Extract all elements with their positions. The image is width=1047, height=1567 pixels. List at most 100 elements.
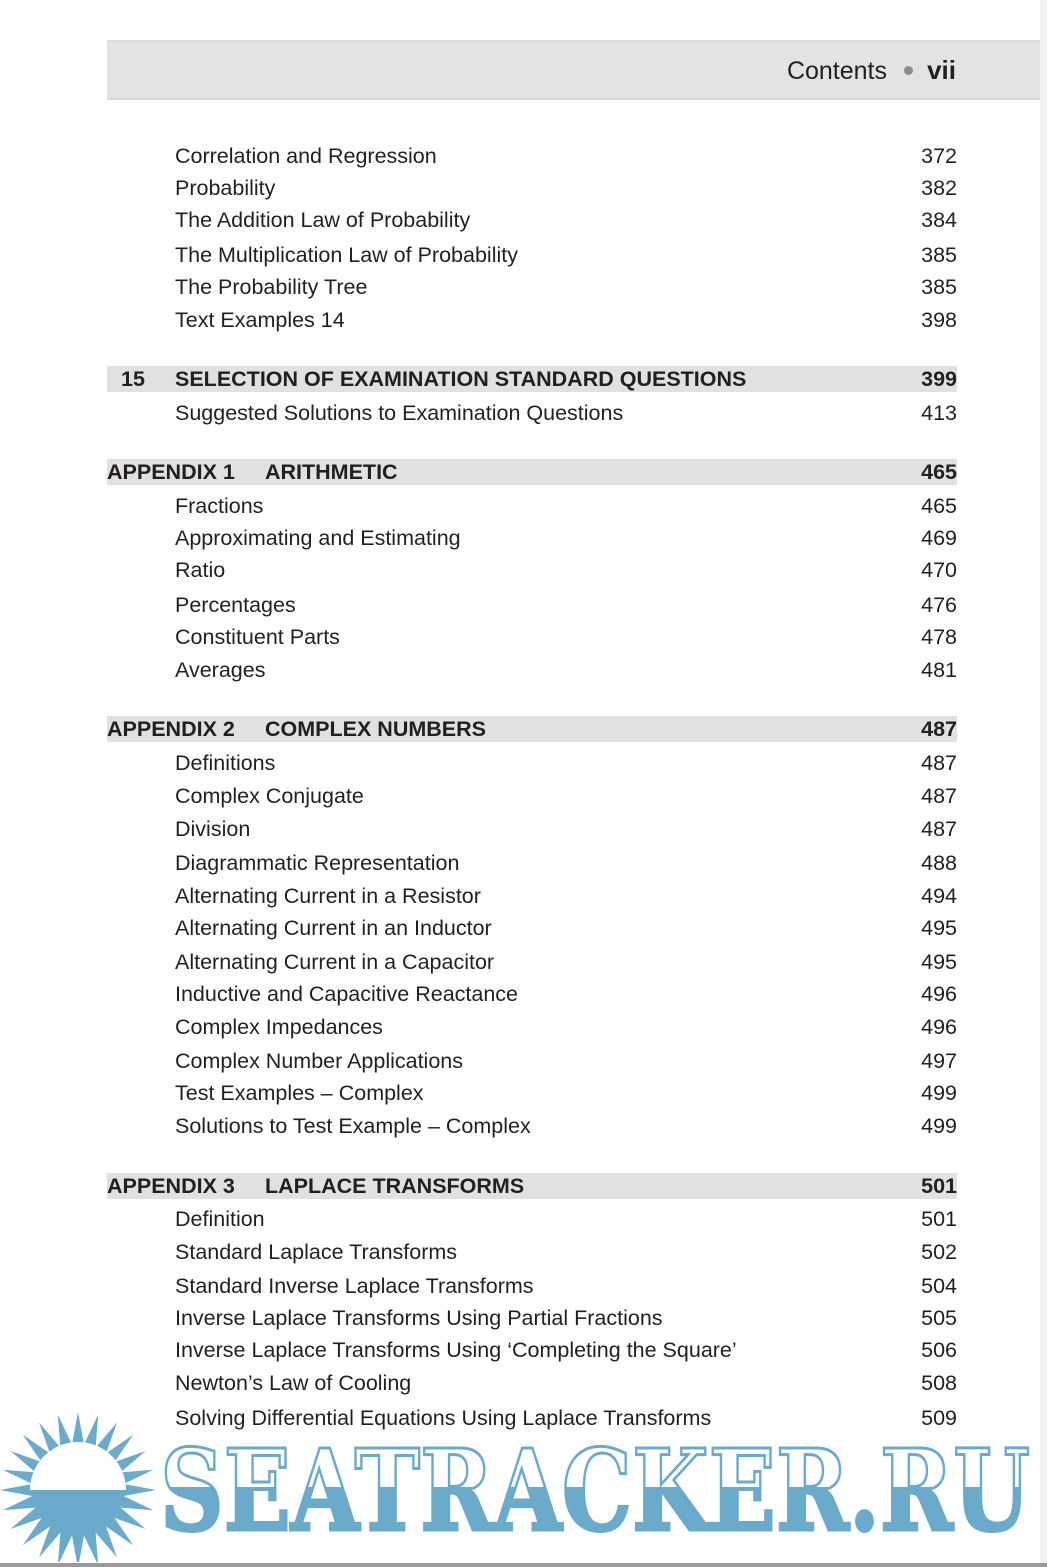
page-number: 501 <box>921 1207 957 1231</box>
appendix-heading: APPENDIX 1 ARITHMETIC 465 <box>107 459 957 485</box>
entry-title: Definition <box>175 1207 265 1231</box>
page-number: 496 <box>921 982 957 1006</box>
bullet-icon <box>904 66 913 75</box>
entry-title: Solutions to Test Example – Complex <box>175 1114 531 1138</box>
page-number: 497 <box>921 1049 957 1073</box>
entry-title: Complex Number Applications <box>175 1049 463 1073</box>
page-number: 382 <box>921 176 957 200</box>
entry-title: Approximating and Estimating <box>175 526 461 550</box>
entry-title: Fractions <box>175 494 264 518</box>
page-number: 385 <box>921 275 957 299</box>
entry-title: Definitions <box>175 751 276 775</box>
watermark-logo: SEATRACKER.RU <box>0 1412 1032 1562</box>
page-number: 465 <box>921 494 957 518</box>
toc-entry: Inverse Laplace Transforms Using Partial… <box>107 1303 957 1333</box>
toc-entry: Inverse Laplace Transforms Using ‘Comple… <box>107 1335 957 1365</box>
toc-entry: The Probability Tree 385 <box>107 272 957 302</box>
page-number: 399 <box>921 367 957 391</box>
toc-entry: Definition 501 <box>107 1204 957 1234</box>
toc-entry: Complex Conjugate 487 <box>107 781 957 811</box>
toc-entry: Alternating Current in a Capacitor 495 <box>107 947 957 977</box>
page-number: 508 <box>921 1371 957 1395</box>
toc-entry: Suggested Solutions to Examination Quest… <box>107 398 957 428</box>
page-number: 413 <box>921 401 957 425</box>
page-number: 487 <box>921 817 957 841</box>
toc-entry: Text Examples 14 398 <box>107 305 957 335</box>
toc-entry: Averages 481 <box>107 655 957 685</box>
toc-entry: The Addition Law of Probability 384 <box>107 205 957 235</box>
appendix-title: LAPLACE TRANSFORMS <box>265 1174 525 1198</box>
page-number: 465 <box>921 460 957 484</box>
chapter-number: 15 <box>121 367 145 391</box>
toc-entry: Newton’s Law of Cooling 508 <box>107 1368 957 1398</box>
page-number: 469 <box>921 526 957 550</box>
toc-entry: Approximating and Estimating 469 <box>107 523 957 553</box>
sun-icon <box>0 1412 156 1562</box>
entry-title: Division <box>175 817 251 841</box>
entry-title: Alternating Current in a Resistor <box>175 884 481 908</box>
header-page-number: vii <box>927 55 956 85</box>
entry-title: Suggested Solutions to Examination Quest… <box>175 401 624 425</box>
entry-title: Constituent Parts <box>175 625 340 649</box>
page-number: 487 <box>921 717 957 741</box>
appendix-label: APPENDIX 2 <box>107 717 235 741</box>
toc-entry: Test Examples – Complex 499 <box>107 1078 957 1108</box>
page-number: 398 <box>921 308 957 332</box>
page-number: 501 <box>921 1174 957 1198</box>
appendix-heading: APPENDIX 3 LAPLACE TRANSFORMS 501 <box>107 1173 957 1199</box>
toc-entry: Correlation and Regression 372 <box>107 141 957 171</box>
entry-title: Text Examples 14 <box>175 308 345 332</box>
entry-title: Ratio <box>175 558 226 582</box>
entry-title: The Multiplication Law of Probability <box>175 243 518 267</box>
page-number: 505 <box>921 1306 957 1330</box>
page-number: 384 <box>921 208 957 232</box>
page-number: 470 <box>921 558 957 582</box>
toc-entry: Percentages 476 <box>107 590 957 620</box>
chapter-title: SELECTION OF EXAMINATION STANDARD QUESTI… <box>175 367 747 391</box>
page-number: 495 <box>921 916 957 940</box>
toc-entry: The Multiplication Law of Probability 385 <box>107 240 957 270</box>
toc-entry: Fractions 465 <box>107 491 957 521</box>
page-number: 487 <box>921 784 957 808</box>
toc-entry: Diagrammatic Representation 488 <box>107 848 957 878</box>
toc-entry: Alternating Current in a Resistor 494 <box>107 881 957 911</box>
entry-title: Inductive and Capacitive Reactance <box>175 982 519 1006</box>
entry-title: Alternating Current in an Inductor <box>175 916 492 940</box>
entry-title: The Addition Law of Probability <box>175 208 471 232</box>
entry-title: Standard Inverse Laplace Transforms <box>175 1274 534 1298</box>
entry-title: Averages <box>175 658 266 682</box>
toc-entry: Solving Differential Equations Using Lap… <box>107 1403 957 1433</box>
appendix-heading: APPENDIX 2 COMPLEX NUMBERS 487 <box>107 716 957 742</box>
entry-title: Solving Differential Equations Using Lap… <box>175 1406 712 1430</box>
page-number: 478 <box>921 625 957 649</box>
toc-entry: Division 487 <box>107 814 957 844</box>
toc-entry: Constituent Parts 478 <box>107 622 957 652</box>
toc-entry: Standard Inverse Laplace Transforms 504 <box>107 1271 957 1301</box>
page-number: 494 <box>921 884 957 908</box>
page-number: 495 <box>921 950 957 974</box>
page-number: 372 <box>921 144 957 168</box>
toc-entry: Inductive and Capacitive Reactance 496 <box>107 979 957 1009</box>
entry-title: Diagrammatic Representation <box>175 851 460 875</box>
bottom-border <box>0 1563 1047 1567</box>
page-number: 506 <box>921 1338 957 1362</box>
page-number: 487 <box>921 751 957 775</box>
entry-title: Complex Impedances <box>175 1015 383 1039</box>
header-title: Contents <box>786 57 887 85</box>
appendix-title: COMPLEX NUMBERS <box>265 717 486 741</box>
page-number: 385 <box>921 243 957 267</box>
entry-title: Correlation and Regression <box>175 144 437 168</box>
entry-title: Complex Conjugate <box>175 784 364 808</box>
toc-entry: Alternating Current in an Inductor 495 <box>107 913 957 943</box>
page-number: 499 <box>921 1114 957 1138</box>
page-number: 488 <box>921 851 957 875</box>
page-number: 476 <box>921 593 957 617</box>
entry-title: Inverse Laplace Transforms Using ‘Comple… <box>175 1338 737 1362</box>
entry-title: Test Examples – Complex <box>175 1081 424 1105</box>
toc-entry: Complex Impedances 496 <box>107 1012 957 1042</box>
entry-title: Inverse Laplace Transforms Using Partial… <box>175 1306 663 1330</box>
toc-entry: Ratio 470 <box>107 555 957 585</box>
page-number: 499 <box>921 1081 957 1105</box>
page-number: 504 <box>921 1274 957 1298</box>
running-header: Contents vii <box>107 40 1040 100</box>
